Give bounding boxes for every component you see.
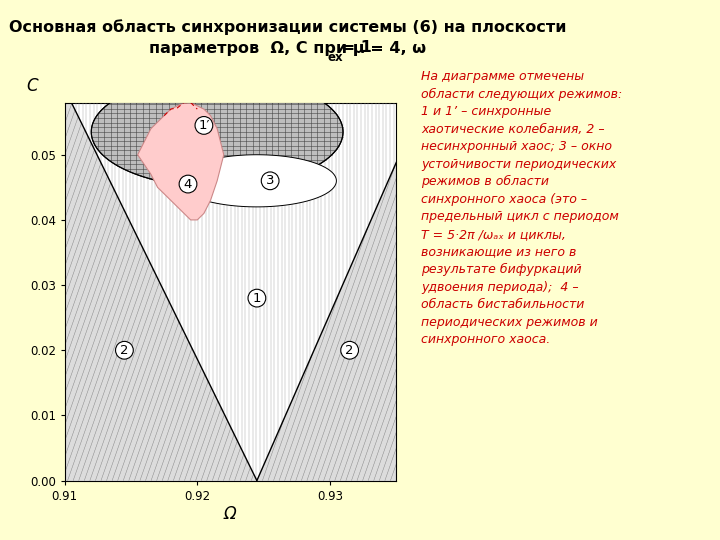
- Polygon shape: [65, 103, 396, 481]
- Text: ex: ex: [328, 51, 343, 64]
- Polygon shape: [71, 103, 423, 481]
- Text: 3: 3: [266, 174, 274, 187]
- Polygon shape: [177, 155, 336, 207]
- Text: = 1: = 1: [336, 40, 372, 56]
- Text: Основная область синхронизации системы (6) на плоскости: Основная область синхронизации системы (…: [9, 19, 567, 35]
- Y-axis label: C: C: [26, 77, 37, 95]
- Text: параметров  Ω, C при μ = 4, ω: параметров Ω, C при μ = 4, ω: [150, 40, 426, 56]
- Text: 2: 2: [346, 344, 354, 357]
- Text: 1′: 1′: [198, 119, 210, 132]
- Polygon shape: [91, 77, 343, 187]
- Polygon shape: [138, 103, 224, 220]
- Text: 4: 4: [184, 178, 192, 191]
- Text: 2: 2: [120, 344, 129, 357]
- Text: 1: 1: [253, 292, 261, 305]
- X-axis label: Ω: Ω: [224, 505, 237, 523]
- Text: На диаграмме отмечены
области следующих режимов:
1 и 1’ – синхронные
хаотические: На диаграмме отмечены области следующих …: [421, 70, 623, 346]
